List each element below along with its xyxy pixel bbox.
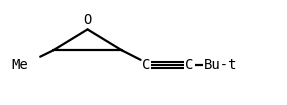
Text: Bu-t: Bu-t: [204, 58, 237, 72]
Text: O: O: [83, 13, 92, 27]
Text: C: C: [185, 58, 193, 72]
Text: C: C: [142, 58, 150, 72]
Text: Me: Me: [11, 58, 28, 72]
